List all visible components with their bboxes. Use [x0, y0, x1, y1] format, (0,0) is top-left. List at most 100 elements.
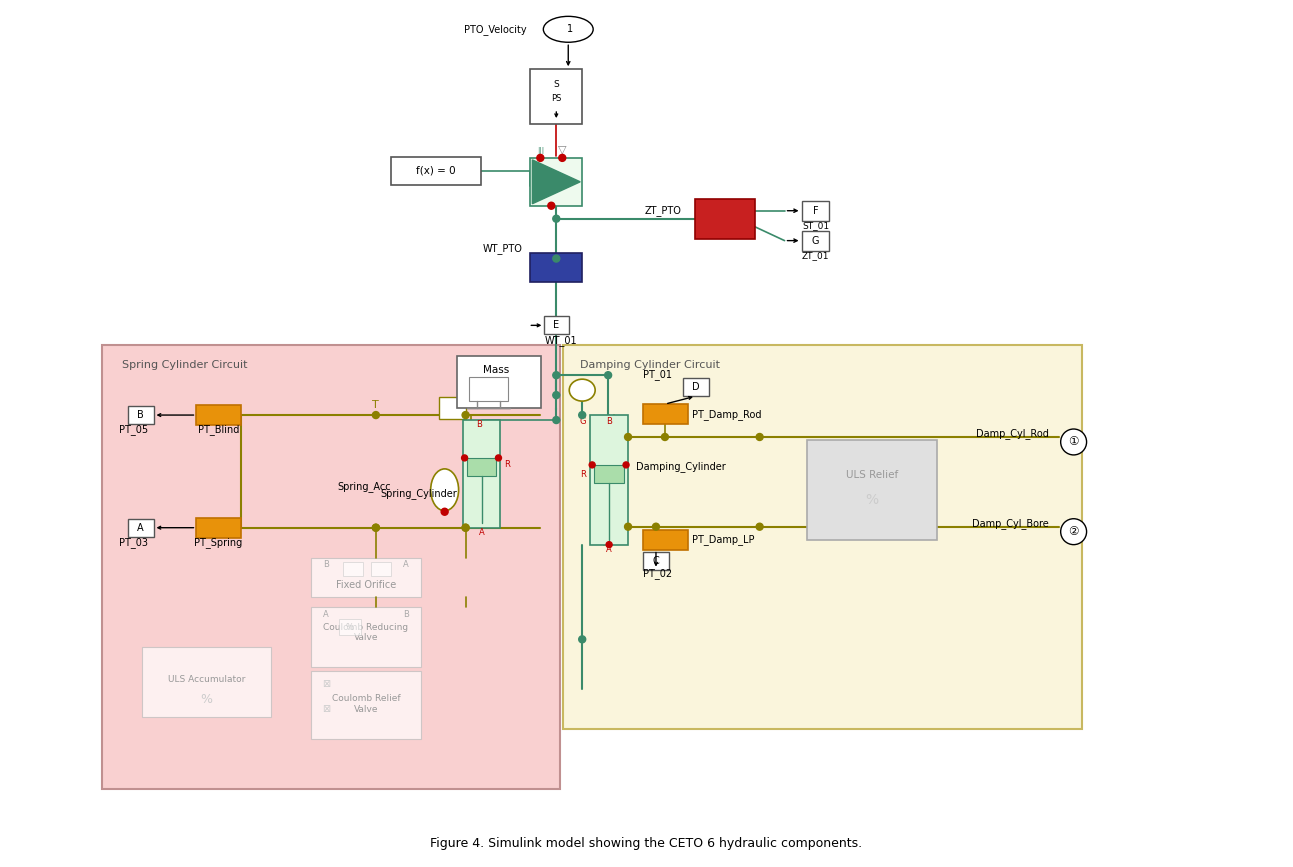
- Text: Spring_Cylinder: Spring_Cylinder: [381, 488, 458, 499]
- Text: S: S: [553, 80, 559, 88]
- Text: ST_01: ST_01: [802, 221, 829, 230]
- Text: PT_05: PT_05: [119, 425, 149, 435]
- Bar: [128, 406, 154, 424]
- Text: WT_01: WT_01: [544, 335, 577, 346]
- Bar: [595, 465, 625, 483]
- Bar: [197, 405, 242, 425]
- Circle shape: [653, 523, 659, 531]
- Bar: [390, 157, 481, 185]
- Text: A: A: [323, 610, 328, 619]
- Text: 1: 1: [568, 24, 573, 35]
- Text: ZT_01: ZT_01: [802, 251, 829, 260]
- Bar: [530, 158, 582, 205]
- Bar: [694, 199, 755, 238]
- Circle shape: [605, 372, 612, 379]
- Circle shape: [553, 372, 560, 379]
- Bar: [643, 404, 688, 424]
- Bar: [456, 356, 542, 408]
- Text: A: A: [606, 545, 612, 554]
- Text: B: B: [403, 610, 409, 619]
- Circle shape: [462, 525, 469, 531]
- Bar: [808, 440, 937, 539]
- Text: B: B: [323, 560, 328, 569]
- Ellipse shape: [543, 16, 593, 42]
- Text: PTO_Velocity: PTO_Velocity: [464, 24, 526, 35]
- Text: ②: ②: [1068, 525, 1078, 538]
- Text: Spring_Acc: Spring_Acc: [337, 481, 390, 492]
- Circle shape: [623, 462, 630, 468]
- Circle shape: [462, 412, 469, 419]
- Text: Coulomb Reducing
Valve: Coulomb Reducing Valve: [323, 623, 409, 642]
- Circle shape: [553, 255, 560, 262]
- Bar: [312, 608, 420, 668]
- Circle shape: [756, 523, 763, 531]
- Bar: [530, 252, 582, 283]
- Text: PT_Damp_LP: PT_Damp_LP: [692, 534, 754, 545]
- Bar: [463, 420, 500, 528]
- Text: Fixed Orifice: Fixed Orifice: [336, 579, 396, 590]
- Bar: [643, 530, 688, 550]
- Text: C: C: [653, 556, 659, 565]
- Circle shape: [553, 392, 560, 399]
- Text: ⊠: ⊠: [322, 679, 330, 689]
- Circle shape: [553, 215, 560, 222]
- Bar: [312, 671, 420, 739]
- Text: F: F: [812, 205, 818, 216]
- Text: ⊠: ⊠: [322, 704, 330, 714]
- Text: Spring Cylinder Circuit: Spring Cylinder Circuit: [122, 360, 247, 370]
- Bar: [683, 378, 709, 396]
- Bar: [590, 415, 628, 544]
- Text: R: R: [581, 471, 586, 479]
- Circle shape: [579, 412, 586, 419]
- Circle shape: [462, 455, 468, 461]
- Text: R: R: [504, 460, 511, 469]
- Bar: [564, 345, 1082, 729]
- Text: ▽: ▽: [559, 145, 566, 155]
- Bar: [312, 557, 420, 597]
- Bar: [371, 562, 390, 576]
- Circle shape: [756, 434, 763, 440]
- Text: %: %: [866, 492, 879, 507]
- Text: %: %: [200, 693, 212, 706]
- Text: A: A: [403, 560, 409, 569]
- Text: B: B: [606, 416, 612, 426]
- Bar: [438, 397, 465, 419]
- Text: ①: ①: [1068, 435, 1078, 448]
- Text: PT_Damp_Rod: PT_Damp_Rod: [692, 408, 762, 420]
- Text: ZT_PTO: ZT_PTO: [645, 205, 681, 216]
- Bar: [530, 69, 582, 124]
- Bar: [339, 619, 361, 636]
- Circle shape: [625, 434, 631, 440]
- Circle shape: [579, 636, 586, 642]
- Circle shape: [495, 455, 502, 461]
- Text: PT_03: PT_03: [119, 538, 149, 548]
- Circle shape: [1060, 429, 1086, 455]
- Text: Damping Cylinder Circuit: Damping Cylinder Circuit: [581, 360, 720, 370]
- Bar: [128, 518, 154, 537]
- Text: B: B: [477, 420, 482, 428]
- Bar: [197, 518, 242, 538]
- Circle shape: [372, 412, 379, 419]
- Circle shape: [553, 416, 560, 424]
- Bar: [102, 345, 560, 789]
- Circle shape: [548, 202, 555, 209]
- Bar: [142, 648, 272, 717]
- Text: WT_PTO: WT_PTO: [482, 243, 522, 254]
- Bar: [544, 316, 569, 335]
- Circle shape: [462, 525, 469, 531]
- Bar: [802, 231, 829, 251]
- Circle shape: [625, 523, 631, 531]
- Ellipse shape: [569, 379, 595, 401]
- Circle shape: [559, 154, 566, 161]
- Text: Damp_Cyl_Rod: Damp_Cyl_Rod: [976, 428, 1049, 440]
- Circle shape: [537, 154, 544, 161]
- Text: D: D: [692, 382, 700, 392]
- Text: A: A: [137, 523, 144, 532]
- Text: G: G: [579, 416, 586, 426]
- Text: T: T: [372, 400, 379, 410]
- Text: Damp_Cyl_Bore: Damp_Cyl_Bore: [972, 518, 1049, 529]
- Bar: [802, 201, 829, 221]
- Bar: [467, 458, 497, 476]
- Text: Damping_Cylinder: Damping_Cylinder: [636, 461, 725, 473]
- Text: A: A: [478, 528, 485, 538]
